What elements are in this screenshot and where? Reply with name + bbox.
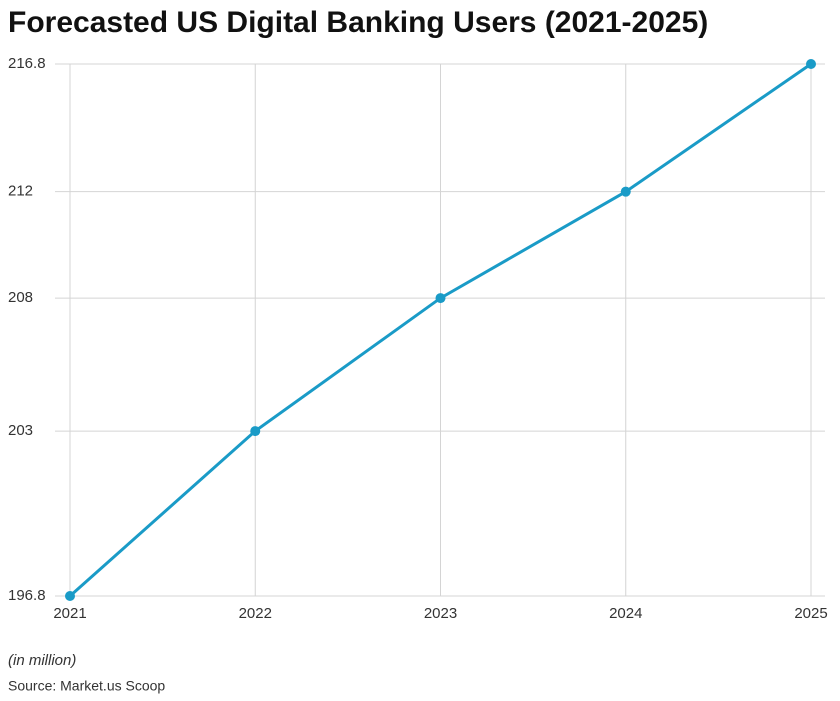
- x-tick-label: 2024: [609, 605, 642, 622]
- y-tick-label: 196.8: [8, 587, 46, 604]
- point: [806, 59, 816, 69]
- x-tick-label: 2025: [794, 605, 827, 622]
- y-tick-label: 208: [8, 289, 33, 306]
- y-tick-label: 212: [8, 183, 33, 200]
- chart-title: Forecasted US Digital Banking Users (202…: [8, 6, 708, 39]
- point: [435, 293, 446, 304]
- x-tick-label: 2023: [424, 605, 457, 622]
- source: Source: Market.us Scoop: [8, 678, 165, 694]
- y-tick-label: 203: [8, 422, 33, 439]
- x-tick-label: 2021: [53, 605, 86, 622]
- x-tick-label: 2022: [239, 605, 272, 622]
- point: [250, 426, 261, 437]
- point: [620, 186, 631, 197]
- unit-note: (in million): [8, 652, 76, 669]
- y-tick-label: 216.8: [8, 55, 46, 72]
- point: [65, 591, 75, 601]
